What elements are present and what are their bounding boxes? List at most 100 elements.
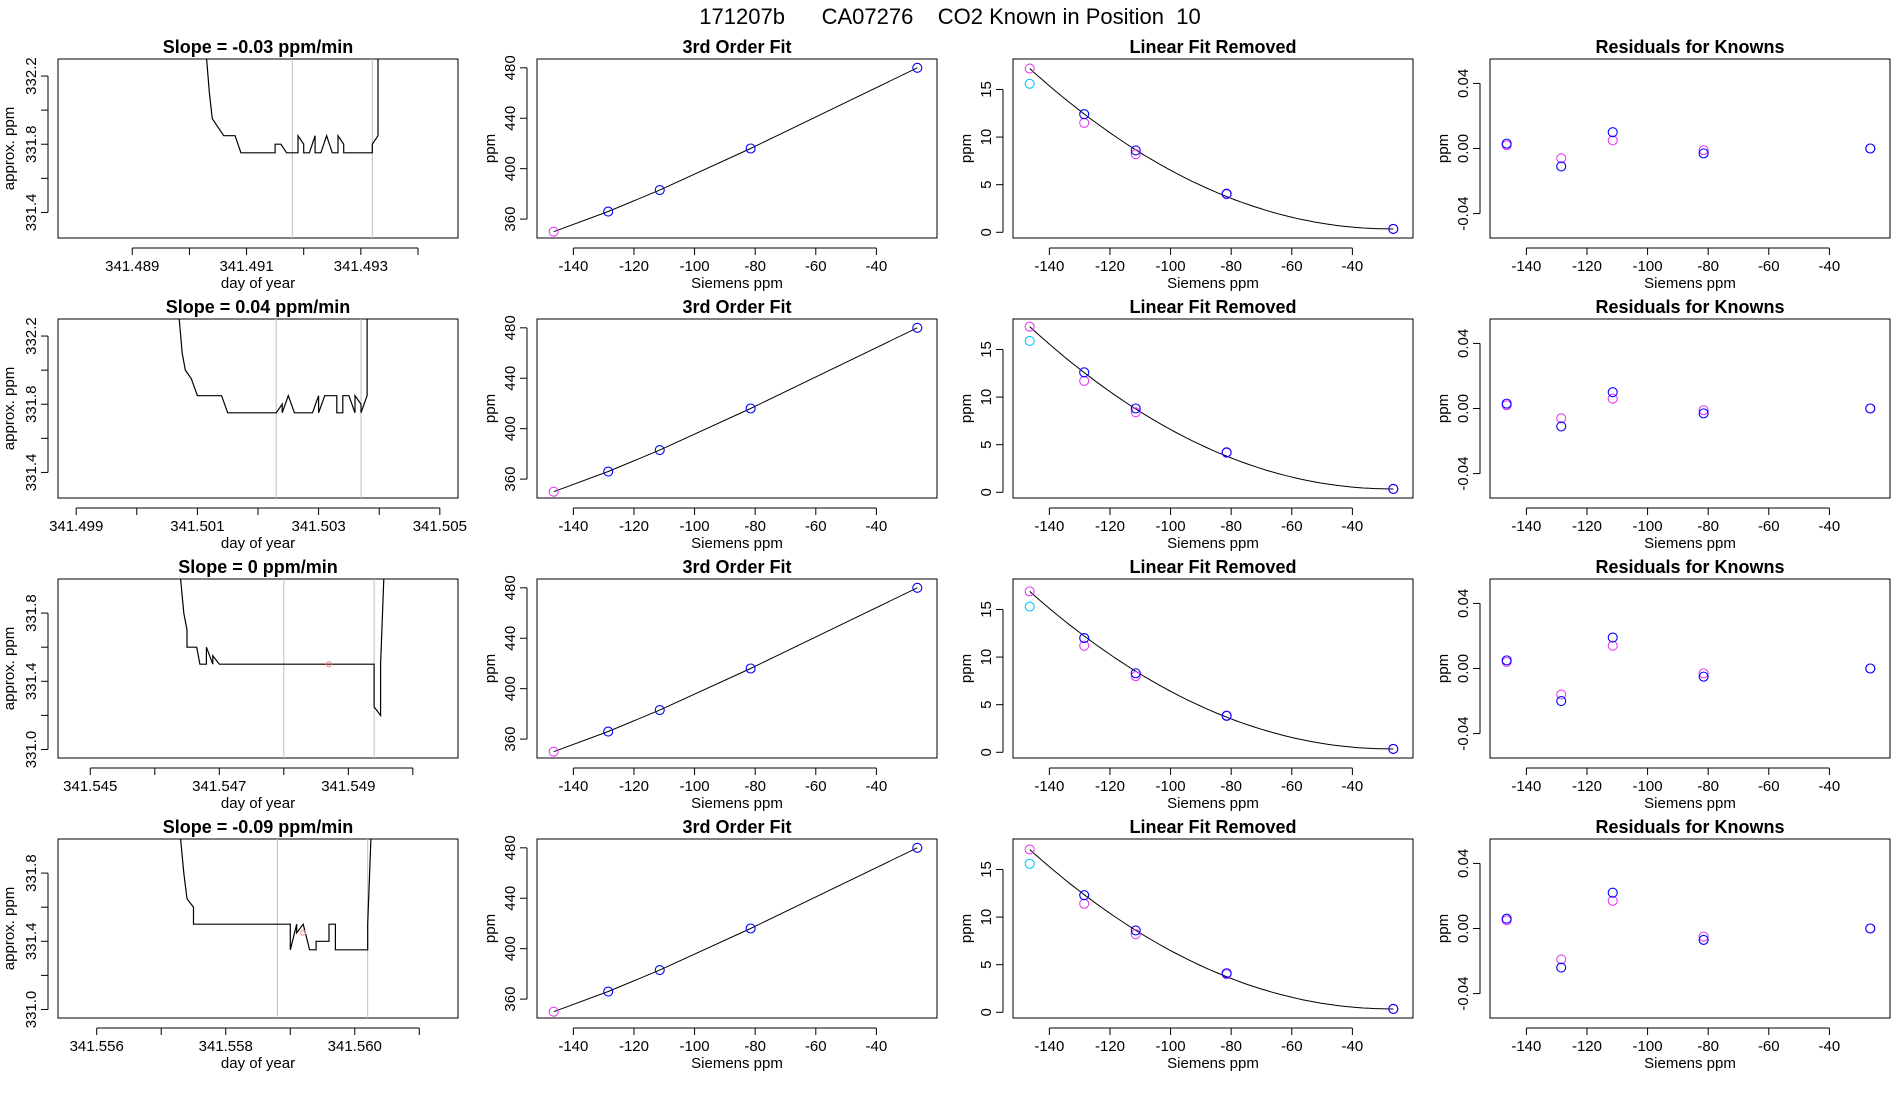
x-axis-label: Siemens ppm: [1167, 1055, 1259, 1072]
panel-timeseries-row1: Slope = -0.03 ppm/min 341.489 341.491 341.4…: [1, 37, 459, 292]
y-tick-label: 400: [502, 156, 519, 181]
blue-point: [1865, 923, 1876, 934]
x-tick-label: -100: [680, 778, 710, 795]
data-point: [912, 322, 923, 333]
plot-area: [1024, 321, 1399, 495]
x-tick-label: -80: [1697, 518, 1719, 535]
panel-residuals-row2: Residuals for Knowns -140 -120 -100 -80 -60 -4…: [1435, 297, 1891, 552]
fit-curve: [1029, 849, 1394, 1010]
panel-title: Residuals for Knowns: [1595, 557, 1784, 577]
x-tick-label: -60: [1281, 778, 1303, 795]
panel-fit-row3: 3rd Order Fit -140 -120 -100 -80 -60 -40 Siemen…: [482, 557, 938, 812]
magenta-point: [1607, 393, 1618, 404]
fit-curve: [1029, 326, 1394, 490]
x-tick-label: -40: [1819, 1038, 1841, 1055]
cyan-point: [1024, 601, 1035, 612]
x-tick-label: -120: [1095, 778, 1125, 795]
blue-point: [1130, 668, 1141, 679]
plot-frame: [57, 838, 459, 1019]
panel-title: Slope = -0.09 ppm/min: [163, 817, 354, 837]
y-axis-label: ppm: [958, 654, 975, 683]
blue-point: [1388, 223, 1399, 235]
magenta-point: [1698, 405, 1709, 416]
magenta-point: [1130, 671, 1141, 682]
blue-point: [1501, 913, 1512, 924]
panel-title: Linear Fit Removed: [1129, 557, 1296, 577]
x-tick-label: -100: [680, 258, 710, 275]
panel-fit-row4: 3rd Order Fit -140 -120 -100 -80 -60 -40 Siemen…: [482, 817, 938, 1072]
x-tick-label: -120: [1572, 518, 1602, 535]
x-tick-label: 341.491: [219, 258, 273, 275]
fit-line: [553, 847, 918, 1013]
x-tick-label: -60: [1281, 1038, 1303, 1055]
y-tick-label: 5: [978, 181, 995, 189]
plot-area: [178, 319, 368, 498]
x-tick-label: -100: [1633, 1038, 1663, 1055]
magenta-point: [1607, 640, 1618, 651]
y-tick-label: 0.04: [1455, 329, 1472, 358]
y-tick-label: 10: [978, 129, 995, 146]
x-tick-label: -60: [1758, 258, 1780, 275]
x-axis-label: Siemens ppm: [691, 535, 783, 552]
plot-frame: [1012, 838, 1414, 1019]
plot-area: [180, 839, 372, 1018]
magenta-point: [1698, 668, 1709, 679]
blue-point: [1865, 403, 1876, 414]
x-tick-label: -40: [1819, 258, 1841, 275]
x-tick-label: -40: [1342, 258, 1364, 275]
panels: Slope = -0.03 ppm/min 341.489 341.491 341.4…: [1, 37, 1891, 1072]
y-tick-label: 360: [502, 987, 519, 1012]
plot-area: [548, 62, 923, 237]
magenta-point: [1607, 135, 1618, 146]
data-point: [654, 445, 665, 456]
mean-point: [325, 661, 332, 668]
y-tick-label: 331.4: [23, 663, 40, 701]
y-tick-label: 5: [978, 701, 995, 709]
cyan-point: [1024, 78, 1035, 89]
y-axis-label: ppm: [958, 914, 975, 943]
panel-residuals-row3: Residuals for Knowns -140 -120 -100 -80 -60 -4…: [1435, 557, 1891, 812]
x-tick-label: 341.545: [63, 778, 117, 795]
y-axis-label: ppm: [1435, 394, 1452, 423]
y-tick-label: 0.00: [1455, 394, 1472, 423]
y-tick-label: 0.04: [1455, 849, 1472, 878]
x-axis-label: Siemens ppm: [1644, 535, 1736, 552]
x-axis-label: Siemens ppm: [1644, 1055, 1736, 1072]
x-tick-label: -80: [744, 518, 766, 535]
y-tick-label: 10: [978, 649, 995, 666]
y-tick-label: 10: [978, 909, 995, 926]
x-tick-label: -80: [1220, 1038, 1242, 1055]
plot-area: [1501, 387, 1876, 432]
blue-point: [1698, 408, 1709, 419]
x-tick-label: 341.503: [291, 518, 345, 535]
plot-frame: [536, 318, 938, 499]
x-axis-label: Siemens ppm: [1167, 795, 1259, 812]
x-tick-label: -120: [1572, 778, 1602, 795]
y-tick-label: 332.2: [23, 57, 40, 95]
x-tick-label: -140: [1034, 518, 1064, 535]
data-point: [654, 965, 665, 976]
magenta-point: [1607, 895, 1618, 906]
data-point: [654, 185, 665, 196]
data-point: [548, 1006, 559, 1017]
blue-point: [1501, 138, 1512, 149]
y-tick-label: 15: [978, 601, 995, 618]
x-axis-label: Siemens ppm: [1167, 535, 1259, 552]
blue-point: [1607, 632, 1618, 643]
panel-title: 3rd Order Fit: [682, 817, 791, 837]
x-tick-label: 341.556: [70, 1038, 124, 1055]
x-tick-label: -100: [1156, 1038, 1186, 1055]
blue-point: [1698, 934, 1709, 945]
magenta-point: [1024, 586, 1035, 597]
fit-curve: [1029, 68, 1394, 230]
data-point: [603, 726, 614, 737]
blue-point: [1865, 663, 1876, 674]
y-tick-label: 400: [502, 936, 519, 961]
cyan-point: [1024, 335, 1035, 346]
panel-title: 3rd Order Fit: [682, 37, 791, 57]
y-tick-label: 360: [502, 727, 519, 752]
blue-point: [1556, 161, 1567, 172]
x-tick-label: -40: [866, 518, 888, 535]
magenta-point: [1079, 375, 1090, 386]
plot-frame: [57, 58, 459, 239]
